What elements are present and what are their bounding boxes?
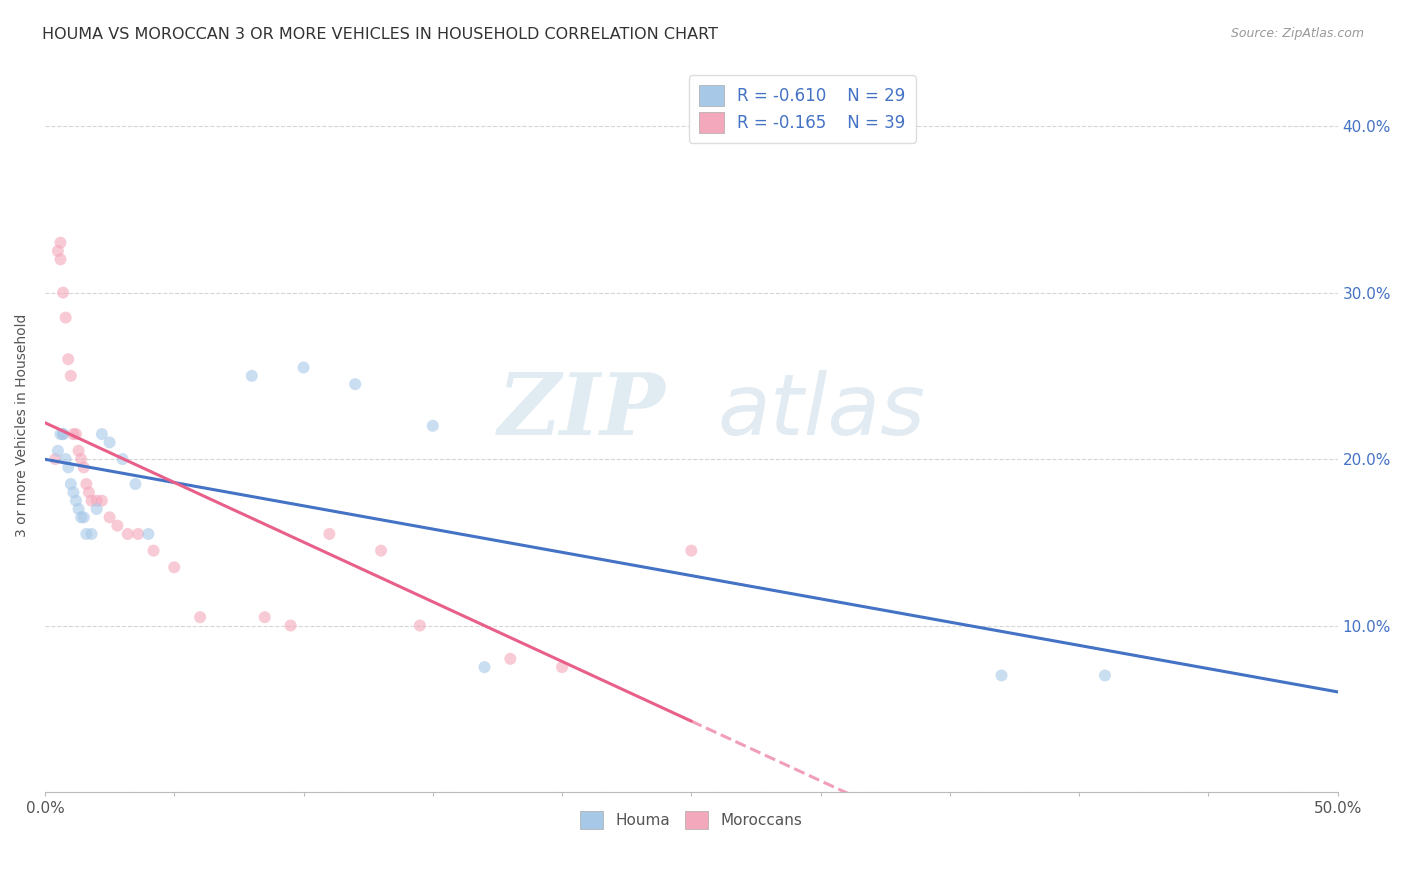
Point — [58, 460, 80, 475]
Point — [46, 443, 69, 458]
Point — [90, 427, 112, 442]
Text: atlas: atlas — [717, 369, 925, 452]
Text: Source: ZipAtlas.com: Source: ZipAtlas.com — [1230, 27, 1364, 40]
Point — [551, 660, 574, 674]
Point — [90, 493, 112, 508]
Point — [280, 618, 302, 632]
Point — [163, 560, 186, 574]
Point — [240, 368, 263, 383]
Text: HOUMA VS MOROCCAN 3 OR MORE VEHICLES IN HOUSEHOLD CORRELATION CHART: HOUMA VS MOROCCAN 3 OR MORE VEHICLES IN … — [42, 27, 718, 42]
Point — [98, 510, 121, 524]
Point — [58, 352, 80, 367]
Point — [188, 610, 211, 624]
Point — [49, 235, 72, 250]
Point — [73, 510, 96, 524]
Point — [86, 502, 108, 516]
Point — [990, 668, 1012, 682]
Point — [59, 477, 82, 491]
Point — [44, 452, 66, 467]
Point — [124, 477, 146, 491]
Point — [70, 452, 93, 467]
Point — [55, 310, 77, 325]
Point — [474, 660, 496, 674]
Point — [138, 527, 160, 541]
Point — [75, 527, 97, 541]
Point — [253, 610, 276, 624]
Point — [67, 443, 90, 458]
Point — [80, 493, 103, 508]
Point — [370, 543, 392, 558]
Point — [65, 493, 87, 508]
Point — [318, 527, 340, 541]
Point — [117, 527, 139, 541]
Point — [422, 418, 444, 433]
Point — [409, 618, 432, 632]
Point — [49, 427, 72, 442]
Point — [67, 502, 90, 516]
Point — [62, 427, 84, 442]
Point — [127, 527, 149, 541]
Point — [59, 368, 82, 383]
Point — [105, 518, 128, 533]
Point — [142, 543, 165, 558]
Point — [46, 244, 69, 258]
Point — [80, 527, 103, 541]
Point — [98, 435, 121, 450]
Point — [52, 285, 75, 300]
Point — [111, 452, 134, 467]
Point — [55, 452, 77, 467]
Point — [292, 360, 315, 375]
Point — [49, 252, 72, 267]
Point — [70, 510, 93, 524]
Point — [499, 652, 522, 666]
Point — [344, 377, 367, 392]
Point — [52, 427, 75, 442]
Point — [65, 427, 87, 442]
Point — [1094, 668, 1116, 682]
Legend: Houma, Moroccans: Houma, Moroccans — [574, 805, 808, 836]
Point — [77, 485, 100, 500]
Point — [52, 427, 75, 442]
Y-axis label: 3 or more Vehicles in Household: 3 or more Vehicles in Household — [15, 314, 30, 538]
Point — [681, 543, 703, 558]
Text: ZIP: ZIP — [498, 369, 665, 453]
Point — [86, 493, 108, 508]
Point — [62, 485, 84, 500]
Point — [75, 477, 97, 491]
Point — [73, 460, 96, 475]
